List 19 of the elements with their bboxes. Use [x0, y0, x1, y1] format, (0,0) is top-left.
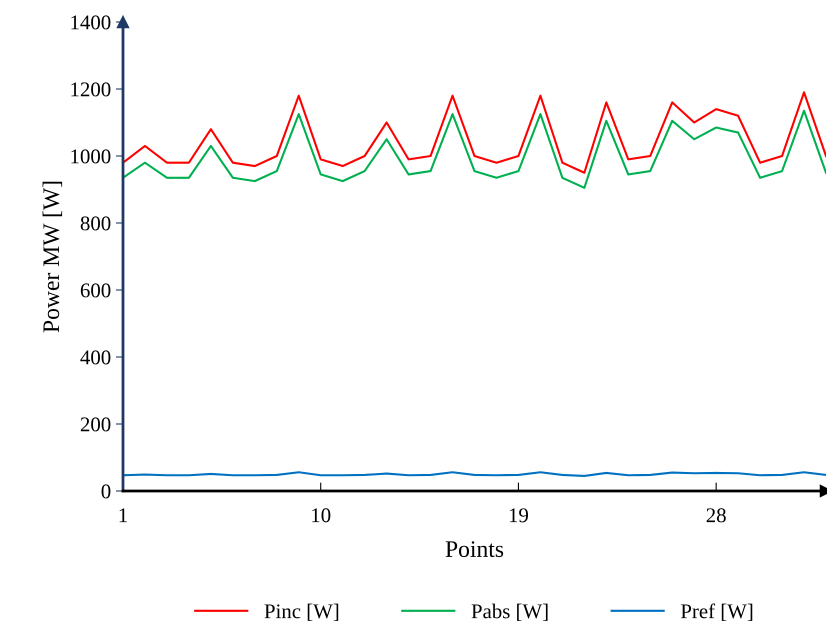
legend-label: Pinc [W]: [264, 604, 338, 621]
x-axis-title: Points: [446, 541, 504, 558]
legend-label: Pref [W]: [680, 603, 752, 621]
y-tick-label: 200: [80, 417, 110, 432]
line-series: [123, 110, 826, 189]
x-tick-label: 19: [510, 508, 528, 522]
y-tick-label: 0: [102, 484, 110, 498]
y-axis-title: Power MW [W]: [42, 182, 62, 332]
y-tick-label: 400: [80, 350, 110, 364]
x-tick-label: 28: [706, 508, 726, 522]
legend-label: Pabs [W]: [472, 604, 548, 621]
line-series: [123, 91, 826, 174]
y-tick-label: 600: [80, 283, 110, 298]
y-tick-label: 800: [80, 216, 110, 230]
y-tick-label: 1000: [71, 149, 110, 164]
y-tick-label: 1400: [71, 15, 110, 30]
y-tick-label: 1200: [71, 82, 110, 96]
x-tick-label: 10: [312, 508, 330, 522]
x-tick-label: 1: [120, 508, 127, 522]
